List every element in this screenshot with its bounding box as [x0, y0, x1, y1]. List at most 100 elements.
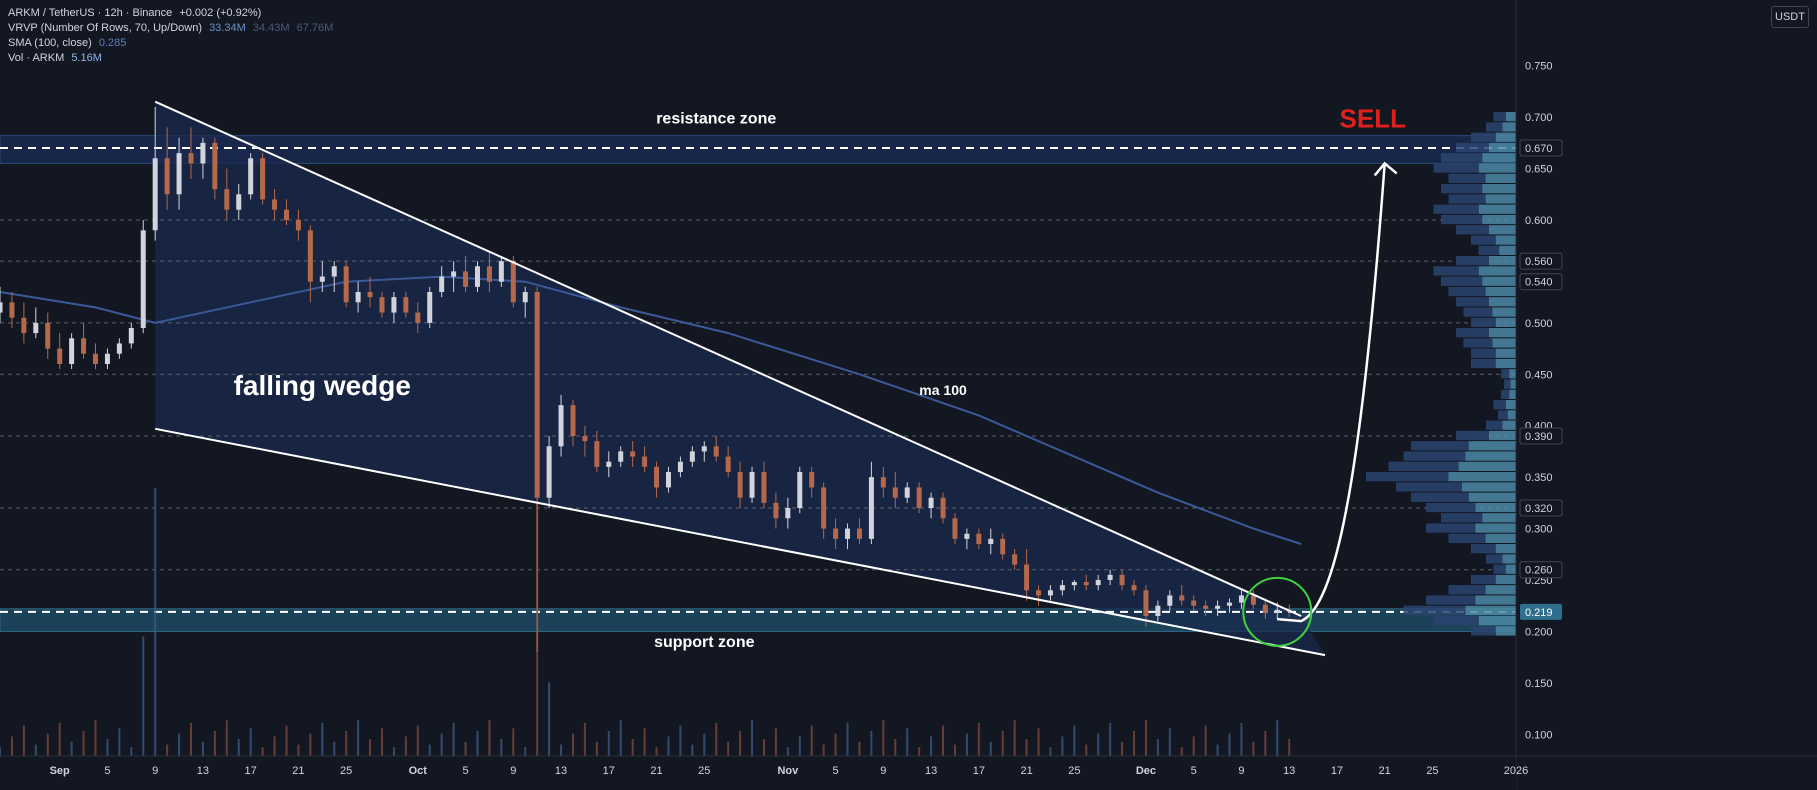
- candle-body: [976, 533, 982, 544]
- volume-profile-bar: [1493, 112, 1506, 122]
- y-tick-label: 0.600: [1525, 215, 1553, 227]
- candle-body: [236, 194, 242, 210]
- legend-vrvp-row[interactable]: VRVP (Number Of Rows, 70, Up/Down) 33.34…: [8, 21, 333, 36]
- legend-symbol-row: ARKM / TetherUS · 12h · Binance +0.002 (…: [8, 6, 333, 21]
- volume-profile-bar: [1456, 142, 1489, 153]
- candle-body: [1179, 595, 1185, 601]
- candle-body: [176, 153, 182, 195]
- legend-vrvp-val2: 34.43M: [252, 22, 290, 34]
- volume-profile-bar: [1475, 595, 1516, 605]
- candle-body: [128, 328, 134, 344]
- candle-body: [868, 477, 874, 539]
- candle-body: [1119, 574, 1125, 586]
- volume-profile-bar: [1485, 585, 1516, 595]
- volume-profile-bar: [1388, 461, 1459, 471]
- candle: [415, 302, 421, 334]
- volume-profile-bar: [1478, 266, 1516, 276]
- candle-body: [964, 533, 970, 539]
- candle: [1012, 549, 1018, 570]
- volume-profile-bar: [1468, 441, 1516, 451]
- candle-body: [773, 502, 779, 519]
- candle: [701, 441, 707, 462]
- y-tick-label: 0.500: [1525, 318, 1553, 330]
- candle-body: [988, 538, 994, 544]
- x-tick-label: 25: [340, 765, 352, 777]
- candle: [1047, 585, 1053, 601]
- x-tick-label: 9: [880, 765, 886, 777]
- volume-profile-bar: [1492, 338, 1516, 348]
- time-axis[interactable]: [0, 756, 1516, 790]
- candle: [785, 497, 791, 529]
- volume-profile-bar: [1485, 194, 1516, 204]
- candle-body: [761, 472, 767, 503]
- price-axis[interactable]: [1516, 0, 1817, 790]
- volume-profile-bar: [1433, 204, 1479, 214]
- candle-body: [618, 451, 624, 462]
- candle: [1095, 574, 1101, 591]
- candle: [988, 528, 994, 555]
- volume-profile-bar: [1411, 441, 1469, 451]
- legend-vrvp-label: VRVP (Number Of Rows, 70, Up/Down): [8, 22, 202, 34]
- candle-body: [1203, 605, 1209, 609]
- candle: [463, 256, 469, 292]
- x-tick-label: 21: [650, 765, 662, 777]
- candle-body: [665, 472, 671, 488]
- volume-profile-bar: [1489, 225, 1516, 235]
- y-tick-label: 0.150: [1525, 678, 1553, 690]
- volume-profile-bar: [1485, 173, 1516, 183]
- candle: [868, 461, 874, 544]
- candle-body: [427, 292, 433, 323]
- currency-button[interactable]: USDT: [1771, 6, 1809, 28]
- candle: [1131, 580, 1137, 596]
- volume-profile-bar: [1482, 513, 1516, 523]
- volume-profile-bar: [1456, 225, 1489, 235]
- candle-body: [33, 322, 39, 334]
- volume-profile-bar: [1441, 276, 1483, 286]
- candle-body: [880, 477, 886, 488]
- legend-vol-row[interactable]: Vol · ARKM 5.16M: [8, 51, 333, 66]
- volume-profile-bar: [1501, 389, 1510, 399]
- candle: [916, 482, 922, 514]
- volume-profile-bar: [1441, 513, 1483, 523]
- y-tick-label: 0.100: [1525, 729, 1553, 741]
- volume-profile-bar: [1403, 451, 1466, 461]
- candle-body: [1059, 585, 1065, 591]
- sma-label: ma 100: [919, 382, 967, 398]
- candle: [594, 430, 600, 472]
- price-tag-label: 0.320: [1525, 503, 1553, 515]
- candle-body: [57, 348, 63, 364]
- volume-profile-bar: [1471, 132, 1496, 142]
- legend-vrvp-val1: 33.34M: [209, 22, 246, 34]
- volume-profile-bar: [1456, 328, 1489, 338]
- candle: [212, 137, 218, 200]
- price-tag: [1519, 139, 1563, 157]
- y-tick-label: 0.200: [1525, 626, 1553, 638]
- volume-profile-bar: [1448, 585, 1486, 595]
- legend-vol-value: 5.16M: [71, 52, 102, 64]
- resistance-label: resistance zone: [656, 110, 776, 127]
- candle-body: [9, 302, 15, 318]
- y-tick-label: 0.650: [1525, 164, 1553, 176]
- candle: [606, 451, 612, 478]
- candle: [33, 307, 39, 339]
- candle-body: [104, 353, 110, 364]
- candle: [856, 518, 862, 544]
- legend-sma-row[interactable]: SMA (100, close) 0.285: [8, 36, 333, 51]
- legend-symbol[interactable]: ARKM / TetherUS · 12h · Binance: [8, 7, 173, 19]
- candle: [116, 338, 122, 359]
- x-tick-label: Oct: [409, 765, 428, 777]
- candle-body: [570, 405, 576, 436]
- volume-profile-bar: [1489, 142, 1516, 153]
- volume-profile-bar: [1495, 626, 1516, 636]
- legend-change: +0.002 (+0.92%): [179, 7, 262, 19]
- volume-profile-bar: [1426, 502, 1476, 513]
- candle: [367, 276, 373, 308]
- volume-profile-bar: [1426, 595, 1476, 605]
- x-tick-label: 17: [973, 765, 985, 777]
- volume-profile-bar: [1411, 492, 1469, 502]
- candle: [403, 292, 409, 318]
- x-tick-label: 9: [152, 765, 158, 777]
- candle-body: [1047, 590, 1053, 596]
